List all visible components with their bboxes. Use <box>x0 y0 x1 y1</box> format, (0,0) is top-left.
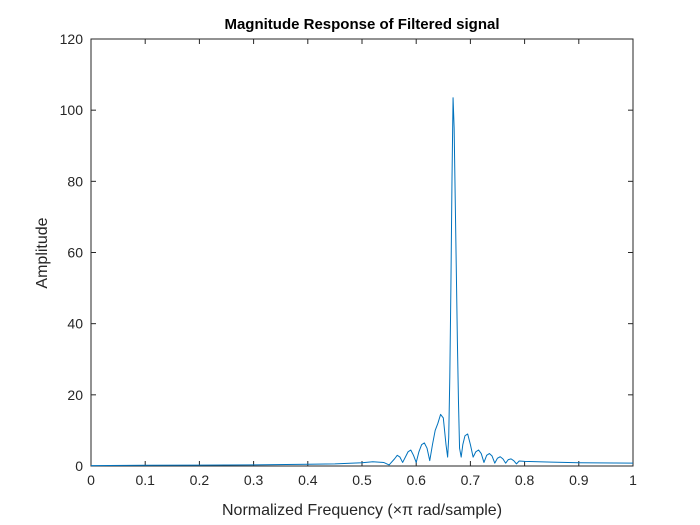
x-axis: 0 0.1 0.2 0.3 0.4 0.5 0.6 0.7 0.8 0.9 1 <box>87 39 637 488</box>
y-axis: 0 20 40 60 80 100 120 <box>60 31 633 474</box>
x-tick-label: 0.5 <box>352 472 372 488</box>
x-tick-label: 0.8 <box>515 472 535 488</box>
x-tick-label: 0.2 <box>190 472 210 488</box>
x-tick-label: 0.1 <box>135 472 155 488</box>
y-tick-label: 100 <box>60 102 84 118</box>
x-tick-label: 1 <box>629 472 637 488</box>
x-tick-label: 0.3 <box>244 472 264 488</box>
x-tick-label: 0 <box>87 472 95 488</box>
plot-area <box>90 97 634 467</box>
x-tick-label: 0.7 <box>461 472 481 488</box>
magnitude-series-line <box>90 97 634 467</box>
y-tick-label: 0 <box>75 458 83 474</box>
axes-box <box>90 38 634 467</box>
x-tick-label: 0.4 <box>298 472 318 488</box>
y-tick-label: 80 <box>67 173 83 189</box>
chart-title: Magnitude Response of Filtered signal <box>224 16 499 33</box>
x-tick-label: 0.9 <box>569 472 589 488</box>
y-tick-label: 120 <box>60 31 84 47</box>
y-tick-label: 20 <box>67 387 83 403</box>
y-axis-label: Amplitude <box>34 217 51 288</box>
x-tick-label: 0.6 <box>406 472 426 488</box>
axes-frame <box>90 38 634 467</box>
y-tick-label: 40 <box>67 316 83 332</box>
y-tick-label: 60 <box>67 245 83 261</box>
x-axis-label: Normalized Frequency (×π rad/sample) <box>222 502 502 519</box>
